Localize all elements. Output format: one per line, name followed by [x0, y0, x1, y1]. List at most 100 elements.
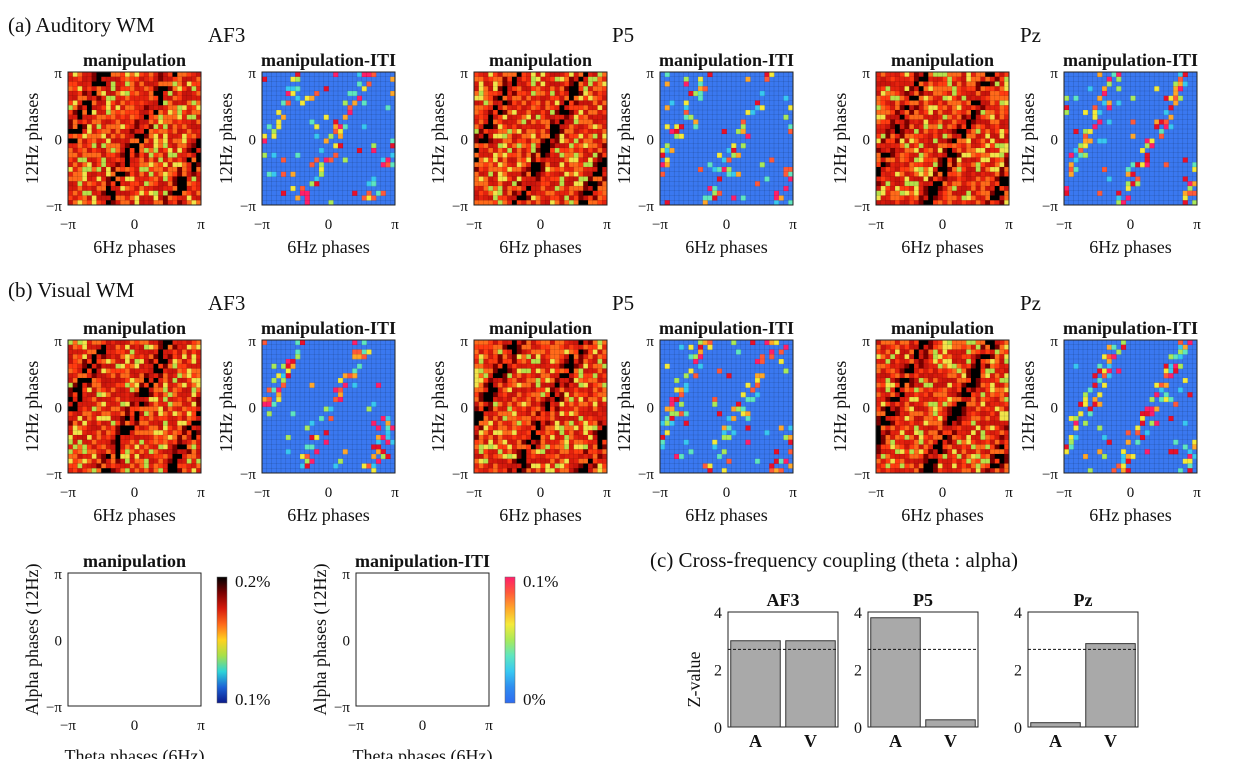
y-tick-label: 0	[854, 720, 862, 737]
y-tick-label: π	[1050, 334, 1058, 350]
phase-heatmap: π 0 −π −π 0 π 6Hz phases 12Hz phases manipulatio…	[614, 50, 797, 257]
plot-frame	[473, 339, 608, 474]
bar-chart: AF3 0 2 4 A V Z-value	[684, 590, 839, 751]
plot-frame	[1063, 71, 1198, 206]
phase-heatmap: π 0 −π −π 0 π 6Hz phases 12Hz phases manipulatio…	[428, 50, 611, 257]
x-axis-label: 6Hz phases	[499, 505, 581, 525]
x-axis-label: 6Hz phases	[287, 505, 369, 525]
electrode-label: Pz	[1020, 23, 1041, 47]
x-tick-label: π	[391, 217, 399, 233]
plot-frame	[1063, 339, 1198, 474]
legend-axes	[355, 572, 490, 707]
electrode-label: P5	[612, 291, 634, 315]
phase-heatmap: π 0 −π −π 0 π 6Hz phases 12Hz phases manipulatio…	[830, 318, 1013, 525]
y-tick-label: −π	[638, 199, 654, 215]
condition-title: manipulation-ITI	[659, 50, 794, 70]
y-tick-label: π	[248, 66, 256, 82]
y-tick-label: −π	[1042, 199, 1058, 215]
plot-frame	[659, 71, 794, 206]
condition-title: manipulation-ITI	[261, 50, 396, 70]
y-tick-label: 4	[854, 605, 862, 622]
y-tick-label: −π	[1042, 467, 1058, 483]
x-axis-label: 6Hz phases	[93, 505, 175, 525]
y-tick-label: 0	[249, 401, 257, 417]
x-tick-label: π	[485, 718, 493, 734]
x-tick-label: 0	[131, 718, 139, 734]
phase-heatmap: π 0 −π −π 0 π 6Hz phases 12Hz phases manipulatio…	[216, 50, 399, 257]
y-tick-label: 0	[55, 401, 63, 417]
y-tick-label: π	[460, 334, 468, 350]
x-axis-label: 6Hz phases	[1089, 505, 1171, 525]
y-axis-label: 12Hz phases	[22, 93, 42, 184]
x-tick-label: π	[197, 217, 205, 233]
y-tick-label: −π	[452, 467, 468, 483]
bar-chart: P5 0 2 4 A V	[854, 590, 979, 751]
x-tick-label: π	[1193, 217, 1201, 233]
panel-a-label: (a) Auditory WM	[8, 13, 155, 37]
y-tick-label: −π	[854, 199, 870, 215]
x-tick-label: −π	[1056, 217, 1072, 233]
condition-title: manipulation	[489, 50, 592, 70]
chart-title: P5	[913, 590, 933, 610]
legend-panel: manipulation-ITI π 0 −π −π 0 π Theta phases (6H…	[310, 551, 558, 759]
y-axis-label: 12Hz phases	[22, 361, 42, 452]
y-axis-label: 12Hz phases	[428, 93, 448, 184]
chart-title: AF3	[767, 590, 800, 610]
y-tick-label: π	[54, 334, 62, 350]
y-tick-label: 0	[1051, 133, 1059, 149]
bar	[1085, 643, 1136, 728]
bar-charts: AF3 0 2 4 A V Z-value P5 0 2 4 A V Pz 0 2 4 A V	[684, 590, 1139, 751]
x-tick-label: 0	[131, 485, 139, 501]
condition-title: manipulation	[83, 50, 186, 70]
phase-heatmap: π 0 −π −π 0 π 6Hz phases 12Hz phases manipulatio…	[216, 318, 399, 525]
bar	[925, 719, 976, 728]
condition-title: manipulation-ITI	[659, 318, 794, 338]
bar	[1030, 722, 1081, 728]
phase-heatmap: π 0 −π −π 0 π 6Hz phases 12Hz phases manipulatio…	[22, 50, 205, 257]
y-tick-label: π	[646, 334, 654, 350]
y-tick-label: 0	[1051, 401, 1059, 417]
y-axis-label: 12Hz phases	[614, 93, 634, 184]
x-axis-label: Theta phases (6Hz)	[353, 746, 493, 759]
plot-frame	[875, 71, 1010, 206]
x-axis-label: 6Hz phases	[499, 237, 581, 257]
y-tick-label: π	[54, 567, 62, 583]
bar	[730, 640, 781, 728]
x-tick-label: π	[603, 485, 611, 501]
colorbar	[504, 576, 516, 704]
colorbar-max-label: 0.2%	[235, 572, 270, 591]
y-tick-label: −π	[46, 199, 62, 215]
legend-title: manipulation-ITI	[355, 551, 490, 571]
x-tick-label: 0	[723, 217, 731, 233]
x-tick-label: π	[603, 217, 611, 233]
condition-title: manipulation	[489, 318, 592, 338]
x-tick-label: A	[1049, 731, 1062, 751]
y-tick-label: 0	[249, 133, 257, 149]
y-axis-label: Z-value	[684, 652, 704, 708]
y-tick-label: 0	[461, 133, 469, 149]
condition-title: manipulation-ITI	[261, 318, 396, 338]
y-axis-label: 12Hz phases	[216, 93, 236, 184]
x-tick-label: 0	[939, 217, 947, 233]
x-tick-label: V	[1104, 731, 1117, 751]
y-tick-label: π	[1050, 66, 1058, 82]
chart-title: Pz	[1074, 590, 1093, 610]
y-tick-label: 0	[647, 401, 655, 417]
y-axis-label: 12Hz phases	[216, 361, 236, 452]
phase-heatmaps: π 0 −π −π 0 π 6Hz phases 12Hz phases manipulatio…	[22, 23, 1201, 525]
y-tick-label: 4	[714, 605, 722, 622]
x-tick-label: −π	[254, 217, 270, 233]
x-tick-label: A	[749, 731, 762, 751]
phase-heatmap: π 0 −π −π 0 π 6Hz phases 12Hz phases manipulatio…	[428, 318, 611, 525]
x-axis-label: 6Hz phases	[1089, 237, 1171, 257]
x-tick-label: 0	[419, 718, 427, 734]
phase-heatmap: π 0 −π −π 0 π 6Hz phases 12Hz phases manipulatio…	[614, 318, 797, 525]
y-tick-label: π	[54, 66, 62, 82]
panel-c-label: (c) Cross-frequency coupling (theta : al…	[650, 548, 1018, 572]
colorbar-max-label: 0.1%	[523, 572, 558, 591]
x-axis-label: 6Hz phases	[287, 237, 369, 257]
y-tick-label: 0	[343, 634, 351, 650]
x-tick-label: −π	[1056, 485, 1072, 501]
plot-frame	[261, 339, 396, 474]
condition-title: manipulation-ITI	[1063, 318, 1198, 338]
